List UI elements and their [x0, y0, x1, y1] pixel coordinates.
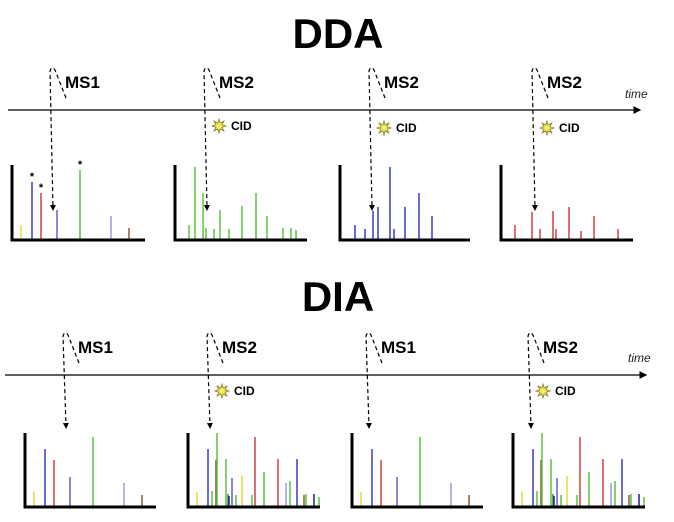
spectrum-axes: [350, 433, 483, 509]
scan-label: MS2: [219, 73, 254, 92]
scan-label: MS2: [543, 338, 578, 357]
dashed-arrow-icon: [531, 67, 549, 211]
dda-spectrum-ms2-2: [338, 165, 470, 242]
cid-label: CID: [555, 384, 576, 398]
spectrum-axes: [338, 165, 470, 242]
spectrum-axes: [499, 165, 633, 242]
spectrum-axes: [186, 433, 320, 509]
dia-spectrum-ms2-1: [186, 433, 320, 509]
selected-precursor-marker: *: [30, 171, 35, 183]
dda-spectrum-ms2-3: [499, 165, 633, 242]
dda-scan-4: MS2 CID: [531, 67, 582, 211]
dda-time-label: time: [625, 87, 648, 101]
dia-scan-3: MS1: [365, 332, 416, 429]
cid-burst-icon: [534, 382, 552, 400]
dda-title: DDA: [293, 10, 384, 57]
dashed-arrow-icon: [62, 332, 80, 429]
dashed-arrow-icon: [206, 332, 224, 429]
dia-scan-2: MS2 CID: [206, 332, 257, 429]
dashed-arrow-icon: [49, 67, 67, 211]
dashed-arrow-icon: [368, 67, 386, 211]
dashed-arrow-icon: [203, 67, 221, 211]
spectrum-axes: [10, 165, 145, 242]
cid-label: CID: [559, 121, 580, 135]
cid-burst-icon: [210, 117, 228, 135]
dda-scan-2: MS2 CID: [203, 67, 254, 211]
dda-scan-3: MS2 CID: [368, 67, 419, 211]
cid-label: CID: [234, 384, 255, 398]
cid-label: CID: [231, 119, 252, 133]
cid-burst-icon: [213, 382, 231, 400]
cid-label: CID: [396, 121, 417, 135]
dia-time-label: time: [628, 351, 651, 365]
scan-label: MS1: [65, 73, 100, 92]
dia-spectrum-ms2-2: [511, 433, 645, 509]
dda-spectrum-ms1: * * *: [10, 159, 145, 242]
dashed-arrow-icon: [527, 332, 545, 429]
scan-label: MS2: [384, 73, 419, 92]
dia-spectrum-ms1-1: [23, 433, 156, 509]
spectrum-axes: [23, 433, 156, 509]
selected-precursor-marker: *: [78, 159, 83, 171]
dda-scan-1: MS1: [49, 67, 100, 211]
dia-scan-4: MS2 CID: [527, 332, 578, 429]
selected-precursor-marker: *: [39, 182, 44, 194]
scan-label: MS2: [222, 338, 257, 357]
scan-label: MS1: [381, 338, 416, 357]
spectrum-axes: [511, 433, 645, 509]
cid-burst-icon: [375, 119, 393, 137]
spectrum-axes: [173, 165, 307, 242]
dashed-arrow-icon: [365, 332, 383, 429]
scan-label: MS1: [78, 338, 113, 357]
dia-title: DIA: [302, 273, 374, 320]
dia-scan-1: MS1: [62, 332, 113, 429]
dda-spectrum-ms2-1: [173, 165, 307, 242]
cid-burst-icon: [538, 119, 556, 137]
scan-label: MS2: [547, 73, 582, 92]
dia-spectrum-ms1-2: [350, 433, 483, 509]
